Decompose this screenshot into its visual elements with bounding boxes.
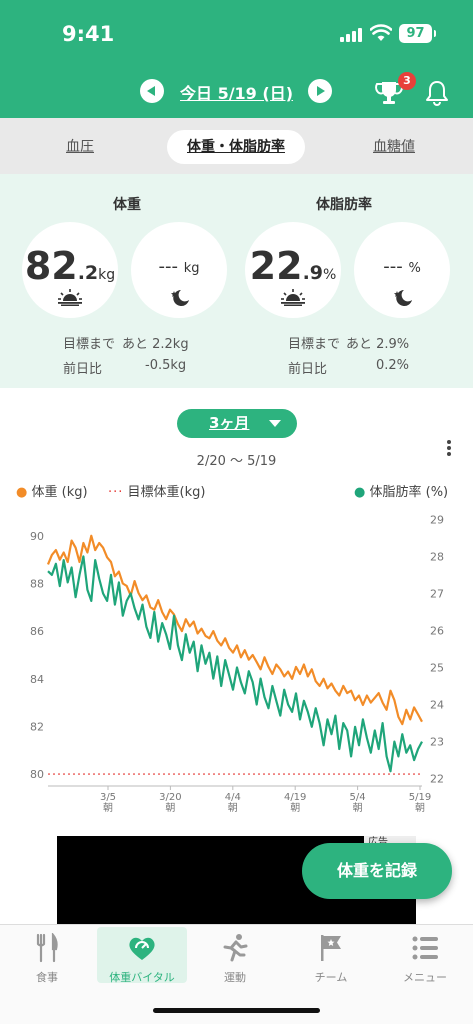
- period-label: 3ヶ月: [209, 414, 250, 432]
- weight-evening-bubble[interactable]: --- kg: [131, 222, 227, 318]
- more-options-icon[interactable]: [446, 440, 452, 458]
- legend-goal: ··· 目標体重(kg): [108, 485, 206, 500]
- weight-morning-value: 82.2kg: [24, 244, 116, 288]
- fork-knife-icon: [36, 933, 58, 963]
- tab-blood-pressure[interactable]: 血圧: [66, 139, 94, 155]
- bodyfat-goal-label: 目標まで: [288, 337, 341, 352]
- sunrise-icon: [58, 289, 82, 306]
- y-left-tick-label: 86: [30, 625, 44, 638]
- y-right-tick-label: 28: [430, 550, 444, 563]
- weight-goal-value: あと 2.2kg: [122, 337, 189, 352]
- weight-diff-value: -0.5kg: [145, 358, 187, 373]
- tab-weight-bodyfat[interactable]: 体重・体脂肪率: [167, 130, 305, 164]
- x-tick-label: 5/19: [409, 792, 431, 803]
- y-left-tick-label: 80: [30, 768, 44, 781]
- y-right-tick-label: 25: [430, 662, 444, 675]
- y-right-tick-label: 26: [430, 624, 444, 637]
- weight-series-line: [46, 534, 423, 726]
- y-left-tick-label: 84: [30, 673, 44, 686]
- nav-exercise-label: 運動: [224, 971, 246, 984]
- nav-exercise[interactable]: 運動: [190, 927, 280, 984]
- wifi-icon: [370, 24, 392, 41]
- weight-morning-bubble[interactable]: 82.2kg: [22, 222, 118, 318]
- flag-icon: [321, 935, 341, 961]
- tab-blood-sugar[interactable]: 血糖値: [373, 139, 415, 155]
- period-selector[interactable]: 3ヶ月: [177, 409, 297, 438]
- trophy-badge: 3: [398, 72, 416, 90]
- x-tick-label: 3/5: [100, 792, 116, 803]
- y-right-tick-label: 23: [430, 736, 444, 749]
- bodyfat-evening-bubble[interactable]: --- %: [354, 222, 450, 318]
- nav-weight-vital-label: 体重バイタル: [109, 971, 175, 984]
- previous-day-button[interactable]: [140, 79, 164, 103]
- vital-tabs: 血圧 体重・体脂肪率 血糖値: [0, 118, 473, 174]
- bodyfat-evening-value: --- %: [383, 256, 421, 277]
- y-right-tick-label: 29: [430, 513, 444, 526]
- x-tick-label: 5/4: [350, 792, 366, 803]
- record-weight-button[interactable]: 体重を記録: [302, 843, 452, 899]
- cellular-signal-icon: [340, 28, 364, 42]
- y-right-tick-label: 24: [430, 699, 444, 712]
- date-range: 2/20 〜 5/19: [196, 454, 277, 469]
- y-right-tick-label: 27: [430, 587, 444, 600]
- bottom-navigation: 食事 体重バイタル 運動 チーム メニュー: [0, 924, 473, 1024]
- x-tick-label: 3/20: [159, 792, 181, 803]
- runner-icon: [223, 934, 248, 962]
- y-right-tick-label: 22: [430, 773, 444, 786]
- current-date[interactable]: 今日 5/19 (日): [180, 84, 294, 103]
- moon-icon: [394, 290, 412, 306]
- legend-bodyfat: ● 体脂肪率 (%): [354, 485, 449, 500]
- battery-indicator: 97: [399, 24, 436, 43]
- nav-weight-vital[interactable]: 体重バイタル: [97, 927, 187, 984]
- y-left-tick-label: 90: [30, 530, 44, 543]
- bell-icon[interactable]: [424, 79, 450, 107]
- summary-panel: 体重 体脂肪率 82.2kg --- kg 22.9%: [0, 174, 473, 388]
- nav-team-label: チーム: [314, 971, 348, 984]
- nav-meal-label: 食事: [36, 971, 58, 984]
- nav-team[interactable]: チーム: [286, 927, 376, 984]
- menu-icon: [412, 936, 438, 960]
- nav-menu[interactable]: メニュー: [380, 927, 470, 984]
- home-indicator: [153, 1008, 320, 1013]
- x-tick-label: 4/19: [284, 792, 306, 803]
- x-tick-label: 4/4: [225, 792, 241, 803]
- moon-icon: [171, 290, 189, 306]
- x-tick-label: 朝: [103, 802, 113, 814]
- weight-diff-label: 前日比: [63, 362, 103, 377]
- bodyfat-morning-value: 22.9%: [249, 244, 337, 288]
- nav-meal[interactable]: 食事: [2, 927, 92, 984]
- heart-gauge-icon: [129, 937, 155, 960]
- x-tick-label: 朝: [353, 802, 363, 814]
- x-tick-label: 朝: [165, 802, 175, 814]
- bodyfat-title: 体脂肪率: [316, 197, 372, 213]
- status-time: 9:41: [62, 22, 115, 46]
- weight-evening-value: --- kg: [158, 256, 200, 277]
- app-header: 9:41 97 今日 5/19 (日): [0, 0, 473, 118]
- bodyfat-diff-label: 前日比: [288, 362, 328, 377]
- weight-goal-label: 目標まで: [63, 337, 116, 352]
- nav-menu-label: メニュー: [403, 971, 447, 984]
- y-left-tick-label: 88: [30, 577, 44, 590]
- bodyfat-diff-value: 0.2%: [376, 358, 410, 373]
- x-tick-label: 朝: [228, 802, 238, 814]
- caret-down-icon: [269, 420, 281, 427]
- bodyfat-goal-value: あと 2.9%: [346, 337, 410, 352]
- weight-title: 体重: [113, 197, 141, 213]
- x-tick-label: 朝: [290, 802, 300, 814]
- next-day-button[interactable]: [308, 79, 332, 103]
- x-tick-label: 朝: [415, 802, 425, 814]
- bodyfat-series-line: [47, 555, 423, 773]
- sunrise-icon: [281, 289, 305, 306]
- bodyfat-morning-bubble[interactable]: 22.9%: [245, 222, 341, 318]
- weight-bodyfat-chart[interactable]: 80828486889022232425262728293/5朝3/20朝4/4…: [0, 500, 473, 820]
- legend-weight: ● 体重 (kg): [16, 485, 88, 500]
- status-bar: 9:41 97: [0, 18, 473, 54]
- y-left-tick-label: 82: [30, 720, 44, 733]
